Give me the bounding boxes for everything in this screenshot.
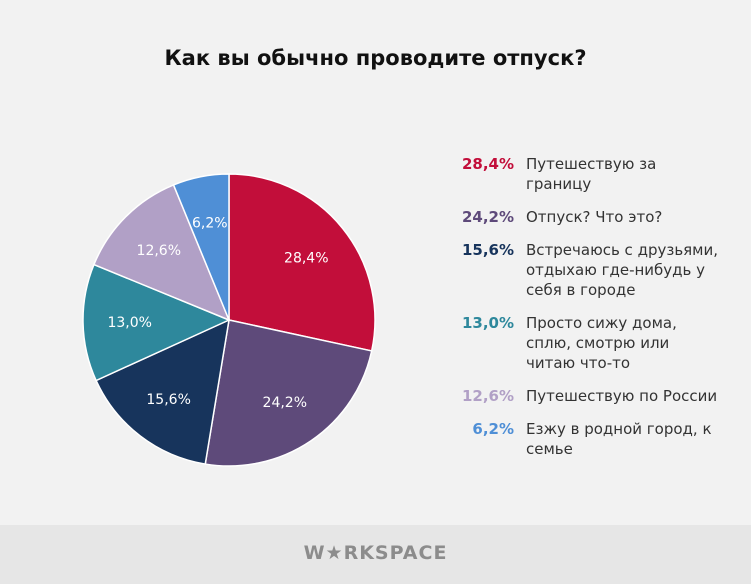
legend: 28,4% Путешествую за границу 24,2% Отпуск? … bbox=[452, 154, 742, 472]
legend-label: Просто сижу дома, сплю, смотрю или читаю… bbox=[526, 314, 677, 372]
pie-slice bbox=[172, 173, 230, 321]
slice-data-label: 12,6% bbox=[137, 243, 181, 259]
legend-item: 24,2% Отпуск? Что это? bbox=[452, 207, 742, 227]
pie-slice bbox=[204, 319, 373, 467]
legend-percent: 24,2% bbox=[461, 208, 514, 226]
slice-data-label: 13,0% bbox=[107, 315, 151, 331]
slice-data-label: 28,4% bbox=[284, 251, 328, 267]
legend-label: Путешествую по России bbox=[526, 387, 718, 405]
pie-slice bbox=[228, 173, 376, 352]
slice-data-label: 6,2% bbox=[192, 216, 228, 232]
legend-percent: 28,4% bbox=[461, 155, 514, 173]
slice-data-label: 15,6% bbox=[146, 392, 190, 408]
footer bbox=[0, 525, 751, 584]
pie-slice bbox=[82, 263, 231, 382]
legend-label: Езжу в родной город, к семье bbox=[526, 420, 712, 458]
legend-label: Встречаюсь с друзьями, отдыхаю где-нибуд… bbox=[526, 241, 719, 299]
legend-item: 12,6% Путешествую по России bbox=[452, 386, 742, 406]
legend-item: 6,2% Езжу в родной город, к семье bbox=[452, 419, 742, 459]
pie-slice bbox=[92, 183, 231, 322]
legend-label: Путешествую за границу bbox=[526, 155, 657, 193]
workspace-logo: W★RKSPACE bbox=[303, 542, 448, 564]
slice-data-label: 24,2% bbox=[263, 395, 307, 411]
pie-chart: 28,4% 24,2% 15,6% 13,0% 12,6% 6,2% bbox=[82, 173, 376, 467]
chart-title: Как вы обычно проводите отпуск? bbox=[164, 46, 587, 70]
legend-item: 13,0% Просто сижу дома, сплю, смотрю или … bbox=[452, 313, 742, 373]
legend-percent: 12,6% bbox=[461, 387, 514, 405]
legend-percent: 13,0% bbox=[461, 314, 514, 332]
legend-item: 28,4% Путешествую за границу bbox=[452, 154, 742, 194]
legend-percent: 6,2% bbox=[472, 420, 514, 438]
legend-label: Отпуск? Что это? bbox=[526, 208, 663, 226]
pie-slice bbox=[95, 318, 230, 465]
legend-item: 15,6% Встречаюсь с друзьями, отдыхаю где-… bbox=[452, 240, 742, 300]
legend-percent: 15,6% bbox=[461, 241, 514, 259]
